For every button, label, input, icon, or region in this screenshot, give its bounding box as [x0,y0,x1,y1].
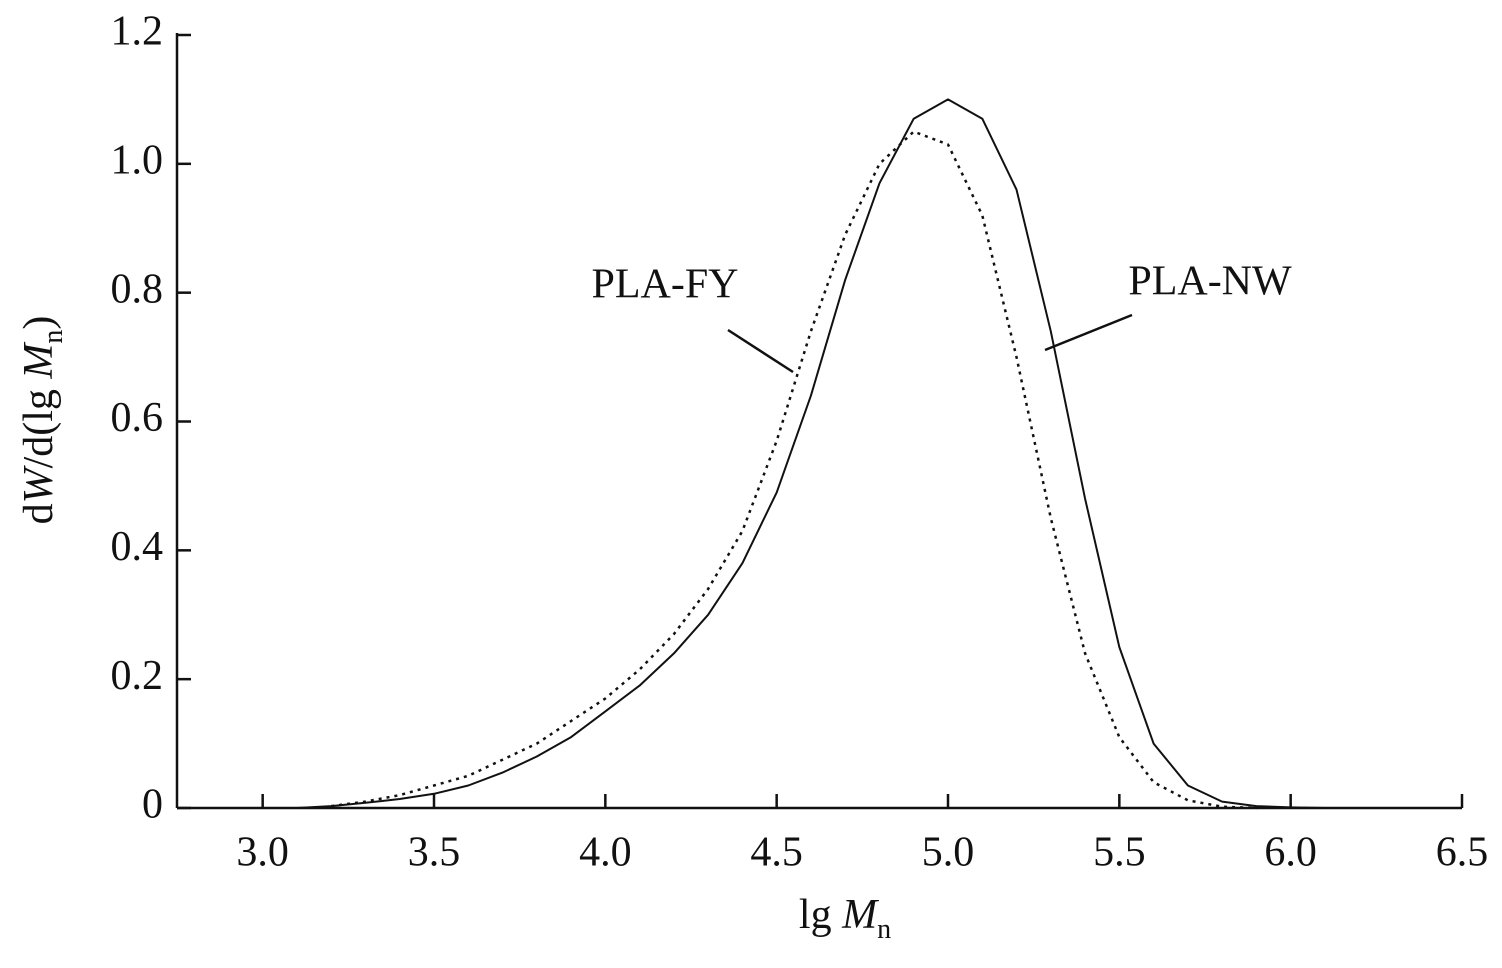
x-axis-label: lg Mn [799,892,891,946]
y-tick-label: 0.6 [111,395,164,441]
leader-line [1044,313,1133,352]
series-line [296,98,1325,809]
x-tick-label: 5.0 [922,830,975,876]
x-tick-label: 4.5 [750,830,803,876]
y-tick-label: 0.4 [111,524,164,570]
x-tick-label: 3.0 [236,830,289,876]
x-tick-label: 6.0 [1264,830,1317,876]
y-tick-label: 0.2 [111,653,164,699]
series-annotation: PLA-NW [1128,259,1292,305]
x-tick-label: 4.0 [579,830,632,876]
series-line [331,130,1257,810]
x-tick-label: 5.5 [1093,830,1146,876]
series-annotation: PLA-FY [591,262,738,308]
y-tick-label: 1.2 [111,9,164,55]
y-tick-label: 0 [142,782,163,828]
y-tick-label: 0.8 [111,266,164,312]
y-tick-label: 1.0 [111,137,164,183]
x-tick-label: 3.5 [408,830,461,876]
leader-line [727,328,794,374]
x-tick-label: 6.5 [1436,830,1489,876]
y-axis-label: dW/d(lg Mn) [16,316,70,525]
